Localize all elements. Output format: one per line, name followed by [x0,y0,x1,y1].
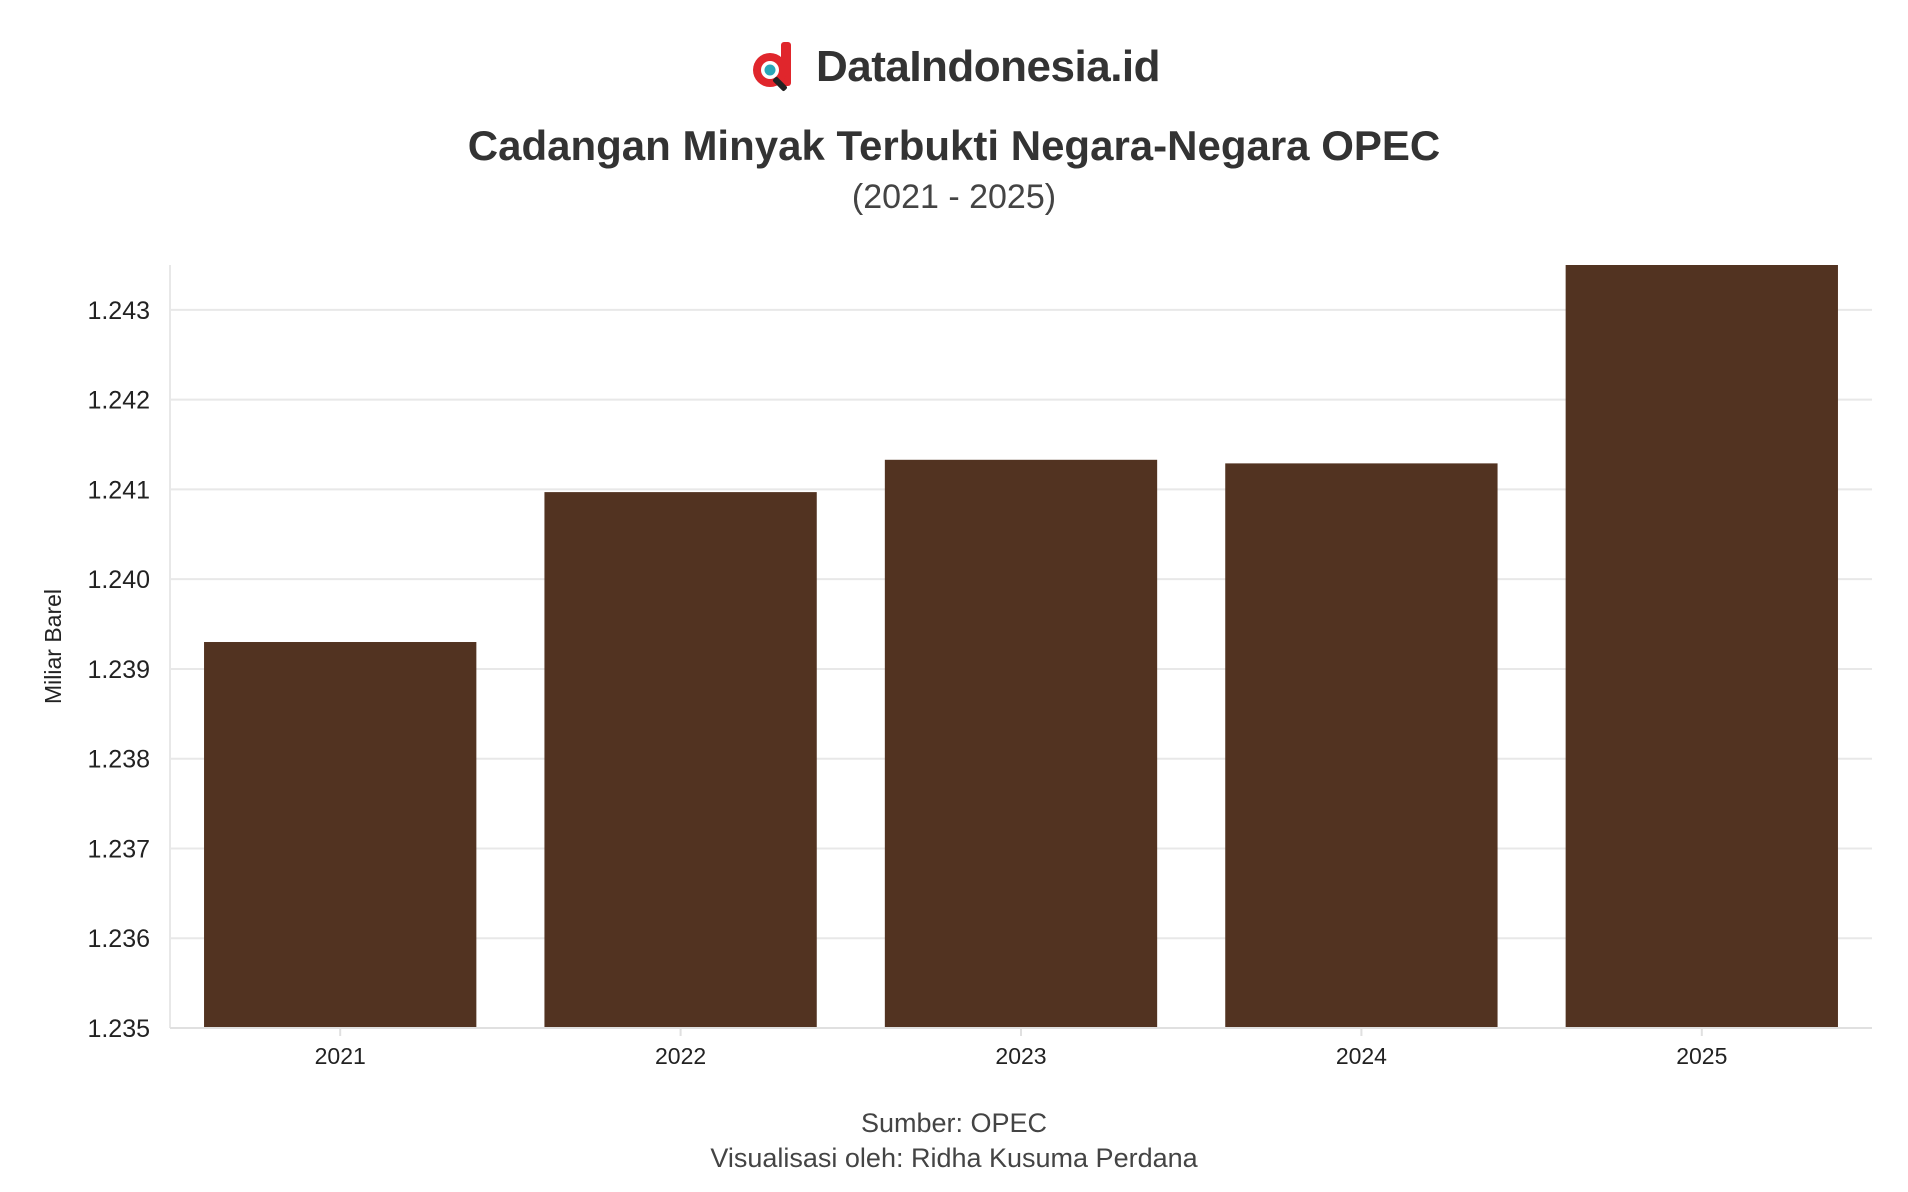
brand-name: DataIndonesia.id [815,42,1161,91]
x-tick-label: 2024 [1336,1043,1387,1069]
y-tick-label: 1.243 [87,297,150,325]
datamag-d-logo-icon [752,42,791,91]
y-tick-label: 1.240 [87,566,150,594]
x-tick-label: 2023 [995,1043,1046,1069]
bar-2022 [544,492,817,1028]
y-tick-label: 1.239 [87,656,150,684]
bar-2021 [204,642,477,1028]
bar-2023 [884,459,1158,1028]
x-tick-label: 2021 [315,1043,366,1069]
source-note: Sumber: OPEC [860,1108,1048,1138]
x-tick-label: 2025 [1676,1043,1727,1069]
x-tick-label: 2022 [655,1043,706,1069]
bar-2024 [1225,463,1498,1028]
chart-title: Cadangan Minyak Terbukti Negara-Negara O… [467,122,1441,169]
y-tick-label: 1.236 [87,925,150,953]
bars [204,265,1838,1028]
brand-header: DataIndonesia.id [0,40,1908,94]
y-tick-label: 1.237 [87,835,150,863]
y-tick-label: 1.238 [87,746,150,774]
chart-subtitle: (2021 - 2025) [851,178,1057,216]
axes: 1.235 1.236 1.237 1.238 1.239 1.240 1.241 1.242… [40,265,1872,1069]
y-tick-label: 1.242 [87,387,150,415]
credit-note: Visualisasi oleh: Ridha Kusuma Perdana [710,1143,1198,1173]
bar-2025 [1565,265,1838,1028]
y-tick-label: 1.241 [87,476,150,504]
y-tick-label: 1.235 [87,1015,150,1043]
y-axis-title: Miliar Barel [40,589,66,704]
